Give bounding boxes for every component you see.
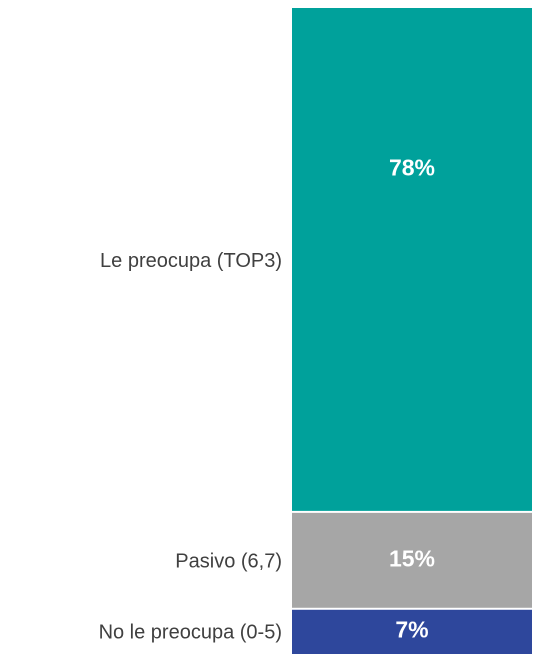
bar-segment: [292, 609, 532, 654]
value-label: 15%: [389, 545, 435, 571]
category-label: Le preocupa (TOP3): [100, 250, 282, 272]
bar-segment: [292, 8, 532, 511]
category-label: No le preocupa (0-5): [99, 622, 282, 644]
category-label: Pasivo (6,7): [175, 551, 282, 573]
value-label: 78%: [389, 154, 435, 180]
bar-segment: [292, 512, 532, 608]
value-label: 7%: [395, 616, 428, 642]
